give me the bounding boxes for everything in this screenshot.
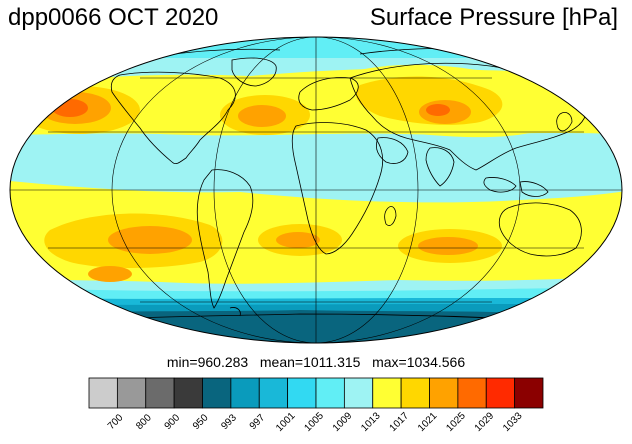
- colorbar-swatch: [429, 377, 459, 409]
- colorbar-swatch: [372, 377, 402, 409]
- colorbar-tick-label: 1033: [501, 410, 525, 434]
- colorbar-swatch: [145, 377, 175, 409]
- field-spac-spot: [88, 266, 132, 282]
- colorbar-swatch: [315, 377, 345, 409]
- colorbar-tick-label: 997: [248, 412, 268, 432]
- colorbar-swatch: [202, 377, 232, 409]
- mean-value: 1011.315: [303, 354, 361, 370]
- colorbar-swatch: [514, 377, 544, 409]
- min-value: 960.283: [197, 354, 249, 370]
- colorbar-swatch: [88, 377, 118, 409]
- colorbar-tick-label: 1005: [302, 410, 326, 434]
- colorbar-swatch: [258, 377, 289, 409]
- colorbar-tick-label: 993: [219, 412, 239, 432]
- field-tibet-peak: [426, 104, 450, 116]
- colorbar-tick-label: 950: [191, 412, 211, 432]
- colorbar-swatch: [230, 377, 260, 409]
- colorbar-tick-label: 1013: [359, 410, 383, 434]
- field-satl-core: [276, 232, 320, 248]
- map-border: [9, 36, 623, 344]
- colorbar-tick-label: 1009: [331, 410, 355, 434]
- map-title: dpp0066 OCT 2020: [8, 4, 219, 31]
- field-spac-core: [108, 226, 192, 254]
- colorbar-tick-label: 1001: [274, 410, 298, 434]
- colorbar-tick-label: 1025: [444, 410, 468, 434]
- variable-title: Surface Pressure [hPa]: [369, 4, 618, 31]
- colorbar-tick-label: 800: [134, 412, 154, 432]
- colorbar-swatch: [173, 377, 203, 409]
- field-sind-core: [418, 237, 478, 255]
- colorbar-swatch: [457, 377, 487, 409]
- colorbar-swatch: [485, 377, 516, 409]
- colorbar-tick-label: 1017: [388, 410, 412, 434]
- max-value: 1034.566: [406, 354, 466, 370]
- colorbar-tick-label: 900: [163, 412, 183, 432]
- mean-label: mean=: [259, 354, 304, 370]
- colorbar: 700 800 900 950 993 997 1001 1005 1009 1013 1017 10…: [88, 377, 544, 434]
- colorbar-swatch: [116, 377, 147, 409]
- colorbar-swatch: [400, 377, 430, 409]
- colorbar-swatch: [287, 377, 317, 409]
- colorbar-tick-label: 1021: [416, 410, 440, 434]
- min-label: min=: [166, 354, 198, 370]
- colorbar-swatch: [343, 377, 374, 409]
- max-label: max=: [372, 354, 407, 370]
- pressure-map: [9, 36, 623, 344]
- field-natl-core: [238, 105, 286, 127]
- colorbar-tick-label: 1029: [473, 410, 497, 434]
- statistics-line: min=960.283 mean=1011.315 max=1034.566: [0, 354, 632, 370]
- colorbar-tick-label: 700: [106, 412, 126, 432]
